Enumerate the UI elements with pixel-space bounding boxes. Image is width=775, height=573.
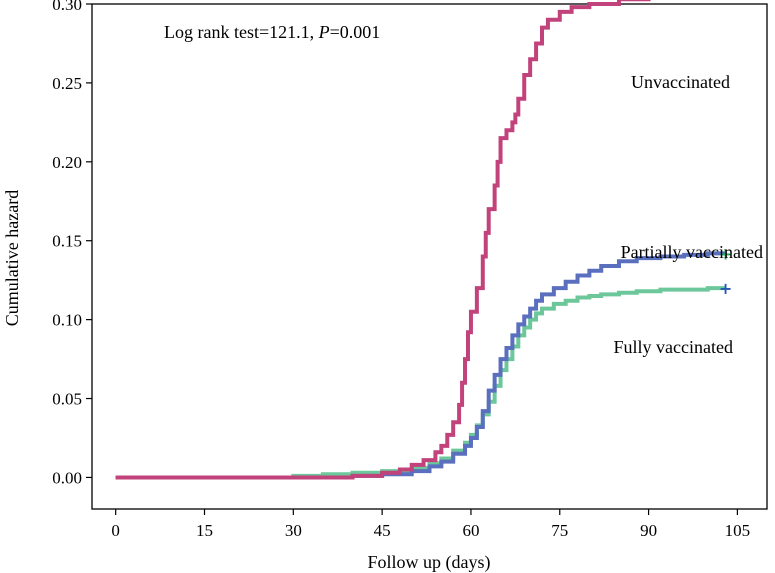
censor-marker: + [719,244,732,263]
x-tick-label: 30 [285,521,302,540]
series-line-partially-vaccinated [115,251,726,480]
x-tick-label: 0 [111,521,120,540]
y-tick-label: 0.05 [52,390,82,409]
x-tick-label: 15 [196,521,213,540]
y-tick-label: 0.15 [52,232,82,251]
series-label: Partially vaccinated [621,242,763,262]
plot-frame [91,3,768,510]
y-tick-label: 0.30 [52,0,82,14]
y-tick-label: 0.00 [52,468,82,487]
y-tick-label: 0.10 [52,311,82,330]
y-tick-label: 0.20 [52,153,82,172]
y-axis-title: Cumulative hazard [2,190,22,326]
series-line-unvaccinated [115,0,651,480]
x-tick-label: 90 [640,521,657,540]
series-layer: ▼Unvaccinated+Partially vaccinated+Fully… [115,0,763,480]
log-rank-annotation: Log rank test=121.1, P=0.001 [164,22,380,42]
series-label: Fully vaccinated [614,337,733,357]
x-axis-title: Follow up (days) [368,552,491,573]
y-axis: 0.00 0.05 0.10 0.15 0.20 0.25 0.30 [52,0,92,487]
series-line-fully-vaccinated [115,286,726,480]
series-label: Unvaccinated [631,72,730,92]
y-tick-label: 0.25 [52,74,82,93]
censor-marker: ▼ [721,0,730,1]
x-tick-label: 45 [374,521,391,540]
x-tick-label: 105 [725,521,751,540]
censor-marker: + [719,279,732,298]
x-tick-label: 75 [551,521,568,540]
x-tick-label: 60 [462,521,479,540]
x-axis: 0 15 30 45 60 75 90 105 [111,509,750,540]
